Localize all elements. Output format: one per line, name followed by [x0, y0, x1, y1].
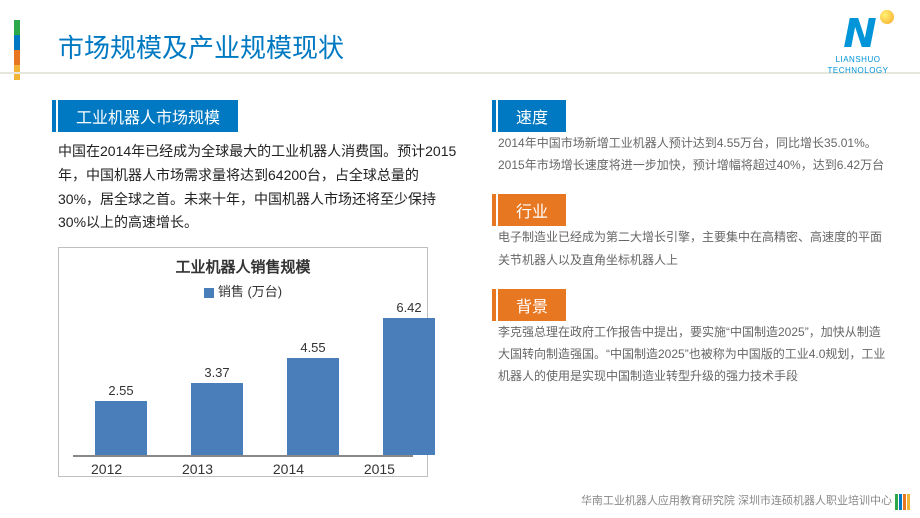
content-area: 工业机器人市场规模 中国在2014年已经成为全球最大的工业机器人消费国。预计20…: [58, 100, 892, 478]
bar-value-label: 2.55: [95, 383, 147, 398]
chart-bar: 4.55: [287, 358, 339, 456]
logo-text-1: LIANSHUO: [818, 56, 898, 65]
chart-plot-area: 2.553.374.556.42: [73, 302, 413, 457]
chart-bar: 3.37: [191, 383, 243, 455]
bar-chart: 工业机器人销售规模 销售 (万台) 2.553.374.556.42 20122…: [58, 247, 428, 477]
legend-label: 销售 (万台): [218, 284, 282, 299]
footer-text: 华南工业机器人应用教育研究院 深圳市连硕机器人职业培训中心: [581, 492, 892, 508]
x-tick-label: 2015: [364, 461, 395, 477]
logo-dot-icon: [880, 10, 894, 24]
accent-bar-corner: [895, 494, 910, 510]
x-tick-label: 2014: [273, 461, 304, 477]
section-text: 电子制造业已经成为第二大增长引擎，主要集中在高精密、高速度的平面关节机器人以及直…: [498, 226, 892, 270]
section-tag: 行业: [498, 194, 566, 226]
left-tag: 工业机器人市场规模: [58, 100, 238, 132]
right-column: 速度2014年中国市场新增工业机器人预计达到4.55万台，同比增长35.01%。…: [498, 100, 892, 478]
title-underline: [0, 72, 920, 74]
left-body-text: 中国在2014年已经成为全球最大的工业机器人消费国。预计2015年，中国机器人市…: [58, 140, 458, 235]
bar-value-label: 6.42: [383, 300, 435, 315]
bar-value-label: 3.37: [191, 365, 243, 380]
accent-bar-left: [14, 20, 20, 80]
page-title: 市场规模及产业规模现状: [58, 28, 344, 65]
right-section: 行业电子制造业已经成为第二大增长引擎，主要集中在高精密、高速度的平面关节机器人以…: [498, 194, 892, 276]
x-tick-label: 2012: [91, 461, 122, 477]
chart-legend: 销售 (万台): [73, 281, 413, 300]
section-text: 李克强总理在政府工作报告中提出，要实施“中国制造2025”，加快从制造大国转向制…: [498, 321, 892, 388]
right-section: 背景李克强总理在政府工作报告中提出，要实施“中国制造2025”，加快从制造大国转…: [498, 289, 892, 394]
section-text: 2014年中国市场新增工业机器人预计达到4.55万台，同比增长35.01%。20…: [498, 132, 892, 176]
section-tag: 背景: [498, 289, 566, 321]
logo-text-2: TECHNOLOGY: [818, 67, 898, 76]
logo: 𝙉 LIANSHUO TECHNOLOGY: [818, 14, 898, 76]
left-column: 工业机器人市场规模 中国在2014年已经成为全球最大的工业机器人消费国。预计20…: [58, 100, 458, 478]
chart-bar: 2.55: [95, 401, 147, 456]
right-section: 速度2014年中国市场新增工业机器人预计达到4.55万台，同比增长35.01%。…: [498, 100, 892, 182]
x-tick-label: 2013: [182, 461, 213, 477]
chart-x-labels: 2012 2013 2014 2015: [73, 457, 413, 477]
chart-title: 工业机器人销售规模: [73, 256, 413, 277]
legend-swatch-icon: [204, 288, 214, 298]
bar-value-label: 4.55: [287, 340, 339, 355]
chart-bar: 6.42: [383, 318, 435, 456]
section-tag: 速度: [498, 100, 566, 132]
